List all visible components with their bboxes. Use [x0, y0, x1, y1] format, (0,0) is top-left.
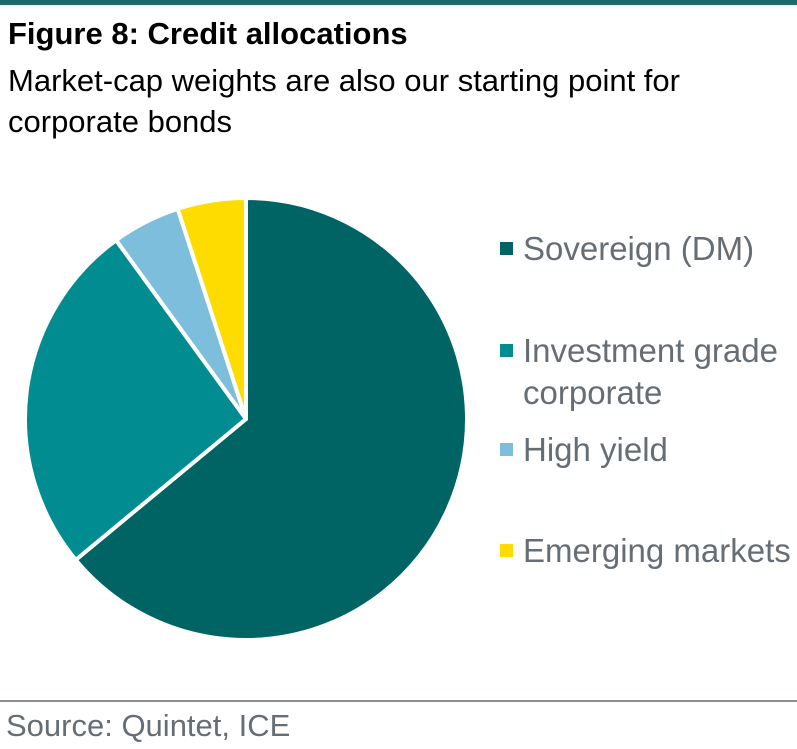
legend-label: Emerging markets — [523, 532, 791, 569]
pie-slice-investment-grade-corporate — [23, 238, 248, 562]
pie-slice-emerging-markets — [175, 196, 248, 421]
legend-label: High yield — [523, 431, 668, 468]
legend-label: Investment grade corporate — [523, 332, 778, 411]
bottom-rule — [0, 700, 797, 702]
legend-swatch — [500, 242, 513, 255]
legend-swatch — [500, 544, 513, 557]
legend-swatch — [500, 443, 513, 456]
legend-item-emerging-markets: Emerging markets — [500, 530, 793, 572]
legend-label: Sovereign (DM) — [523, 230, 755, 267]
chart-subtitle: Market-cap weights are also our starting… — [8, 63, 680, 139]
legend-item-high-yield: High yield — [500, 429, 793, 471]
legend-item-investment-grade: Investment grade corporate — [500, 330, 793, 414]
top-rule — [0, 0, 797, 5]
chart-title: Figure 8: Credit allocations — [8, 16, 408, 51]
source-note: Source: Quintet, ICE — [6, 708, 291, 743]
legend-item-sovereign: Sovereign (DM) — [500, 228, 793, 270]
pie-slice-sovereign-dm — [73, 196, 469, 642]
legend-swatch — [500, 344, 513, 357]
pie-chart — [23, 196, 469, 642]
